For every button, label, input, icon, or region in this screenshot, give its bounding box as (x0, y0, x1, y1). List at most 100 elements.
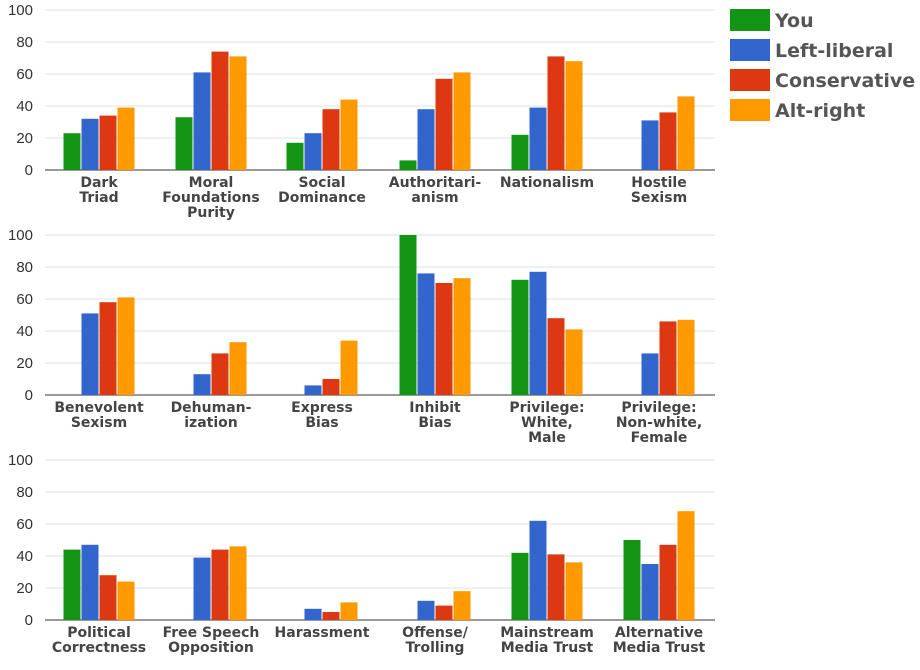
category-label: Mainstream (500, 625, 594, 641)
category-label: Purity (187, 205, 235, 221)
y-tick-label: 20 (16, 130, 33, 147)
legend-swatch (730, 39, 770, 61)
category-label: Dominance (278, 190, 366, 206)
category-label: Alternative (615, 625, 703, 641)
bar (117, 581, 135, 620)
bar (435, 283, 453, 395)
category-label: Hostile (631, 175, 686, 191)
bar (193, 72, 211, 170)
bar (399, 160, 417, 170)
bar (435, 78, 453, 170)
category-label: Correctness (52, 640, 146, 656)
category-label: Bias (305, 415, 338, 431)
y-tick-label: 80 (16, 484, 33, 501)
y-tick-label: 80 (16, 34, 33, 51)
bar (322, 109, 340, 170)
bar (117, 297, 135, 395)
bar (453, 72, 471, 170)
y-tick-label: 0 (25, 387, 33, 404)
bar (340, 340, 358, 395)
bar (511, 279, 529, 395)
bar (659, 112, 677, 170)
bar (659, 321, 677, 395)
bar (417, 273, 435, 395)
category-label: Express (291, 400, 353, 416)
category-label: Dehuman- (171, 400, 252, 416)
bar (211, 549, 229, 620)
y-tick-label: 0 (25, 162, 33, 179)
y-tick-label: 100 (8, 2, 33, 19)
bar (453, 278, 471, 395)
bar (565, 61, 583, 171)
bar (193, 557, 211, 620)
bar (211, 51, 229, 170)
bar (340, 602, 358, 620)
y-tick-label: 0 (25, 612, 33, 629)
bar (193, 374, 211, 395)
y-tick-label: 60 (16, 291, 33, 308)
bar (175, 117, 193, 170)
bar (511, 134, 529, 170)
bar (229, 546, 247, 620)
y-tick-label: 40 (16, 323, 33, 340)
bar (63, 549, 81, 620)
y-tick-label: 20 (16, 580, 33, 597)
legend-label: Alt-right (775, 100, 865, 122)
bar (81, 313, 99, 395)
bar (677, 319, 695, 395)
y-tick-label: 100 (8, 452, 33, 469)
category-label: Female (631, 430, 688, 446)
legend-label: You (774, 10, 814, 32)
bar (623, 540, 641, 620)
category-label: Privilege: (509, 400, 584, 416)
legend-label: Left-liberal (775, 40, 893, 62)
bar (417, 600, 435, 620)
bar (417, 109, 435, 170)
category-label: Authoritari- (389, 175, 482, 191)
category-label: Opposition (168, 640, 254, 656)
category-label: Media Trust (501, 640, 594, 656)
bar (565, 562, 583, 620)
category-label: Benevolent (54, 400, 144, 416)
category-label: Male (528, 430, 566, 446)
bar (547, 554, 565, 620)
bar (677, 511, 695, 620)
bar (529, 271, 547, 395)
bar (322, 379, 340, 395)
bar (547, 56, 565, 170)
category-label: ization (184, 415, 237, 431)
bar (340, 99, 358, 170)
category-label: Media Trust (613, 640, 706, 656)
bar (641, 353, 659, 395)
category-label: Nationalism (500, 175, 594, 191)
y-tick-label: 40 (16, 548, 33, 565)
bar (529, 520, 547, 620)
category-label: Political (67, 625, 131, 641)
bar (99, 115, 117, 170)
bar (511, 552, 529, 620)
category-label: Foundations (162, 190, 259, 206)
bar (229, 56, 247, 170)
bar (322, 612, 340, 620)
bar (81, 544, 99, 620)
bar (99, 302, 117, 395)
y-tick-label: 20 (16, 355, 33, 372)
category-label: Moral (189, 175, 234, 191)
category-label: Dark (80, 175, 118, 191)
legend-swatch (730, 9, 770, 31)
legend-label: Conservative (775, 70, 915, 92)
category-label: Bias (418, 415, 451, 431)
bar (677, 96, 695, 170)
bar (529, 107, 547, 170)
legend: You Left-liberal Conservative Alt-right (730, 9, 915, 122)
bar (453, 591, 471, 620)
bar (641, 564, 659, 620)
bar (99, 575, 117, 620)
bar (117, 107, 135, 170)
category-label: Free Speech (163, 625, 260, 641)
bar (399, 235, 417, 395)
y-tick-label: 80 (16, 259, 33, 276)
bar (547, 318, 565, 395)
